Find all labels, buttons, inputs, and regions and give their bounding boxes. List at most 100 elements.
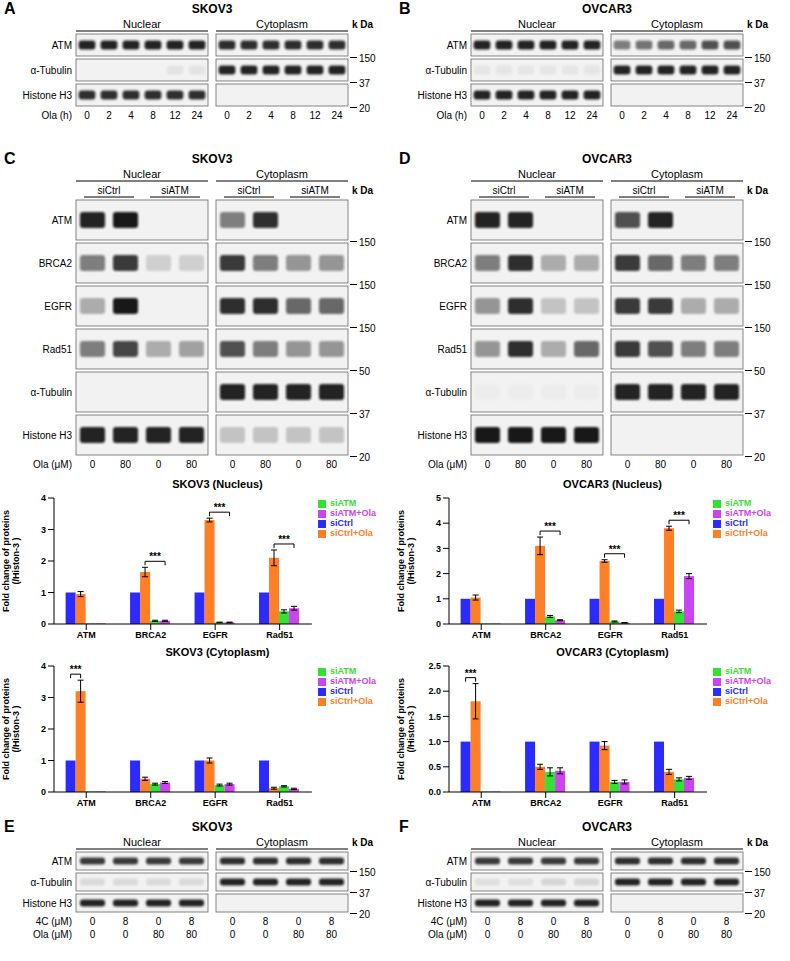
- svg-text:BRCA2: BRCA2: [135, 630, 166, 640]
- svg-text:24: 24: [586, 110, 598, 121]
- svg-text:8: 8: [658, 916, 664, 927]
- svg-text:4: 4: [268, 110, 274, 121]
- svg-text:0: 0: [156, 459, 162, 470]
- svg-text:50: 50: [754, 366, 766, 377]
- svg-text:α-Tubulin: α-Tubulin: [30, 387, 72, 398]
- svg-text:8: 8: [263, 916, 269, 927]
- svg-text:80: 80: [721, 929, 733, 940]
- svg-text:20: 20: [359, 103, 371, 114]
- svg-text:3: 3: [41, 525, 46, 535]
- svg-text:1.0: 1.0: [428, 737, 441, 747]
- svg-text:0: 0: [263, 929, 269, 940]
- svg-text:2: 2: [41, 556, 46, 566]
- svg-text:A: A: [4, 0, 16, 17]
- svg-text:BRCA2: BRCA2: [434, 258, 468, 269]
- svg-text:Rad51: Rad51: [661, 630, 688, 640]
- svg-text:SKOV3: SKOV3: [192, 2, 233, 16]
- svg-text:***: ***: [278, 534, 290, 545]
- svg-text:siATM: siATM: [161, 185, 189, 196]
- svg-text:siCtrl: siCtrl: [238, 185, 261, 196]
- svg-text:Nuclear: Nuclear: [518, 836, 556, 848]
- svg-text:D: D: [399, 150, 411, 167]
- svg-text:EGFR: EGFR: [598, 630, 624, 640]
- svg-text:4: 4: [41, 493, 46, 503]
- svg-text:Ola (μM): Ola (μM): [33, 459, 72, 470]
- svg-text:Nuclear: Nuclear: [123, 168, 161, 180]
- svg-text:siATM: siATM: [696, 185, 724, 196]
- svg-text:0: 0: [230, 929, 236, 940]
- svg-text:siATM: siATM: [556, 185, 584, 196]
- svg-text:Nuclear: Nuclear: [123, 836, 161, 848]
- svg-text:80: 80: [326, 459, 338, 470]
- svg-text:0: 0: [296, 459, 302, 470]
- svg-text:ATM: ATM: [447, 40, 467, 51]
- svg-text:Histone H3: Histone H3: [23, 430, 73, 441]
- svg-text:150: 150: [359, 323, 376, 334]
- svg-text:k Da: k Da: [352, 19, 374, 30]
- svg-text:4C (μM): 4C (μM): [36, 916, 72, 927]
- svg-text:EGFR: EGFR: [203, 630, 229, 640]
- svg-text:1.5: 1.5: [428, 712, 441, 722]
- svg-text:24: 24: [331, 110, 343, 121]
- svg-text:8: 8: [290, 110, 296, 121]
- svg-text:OVCAR3: OVCAR3: [582, 2, 632, 16]
- svg-text:Fold change of proteins(/Histo: Fold change of proteins(/Histon-3 ): [396, 678, 416, 780]
- svg-text:4C (μM): 4C (μM): [431, 916, 467, 927]
- svg-text:0: 0: [230, 459, 236, 470]
- svg-text:***: ***: [609, 544, 621, 555]
- svg-text:Histone H3: Histone H3: [418, 430, 468, 441]
- svg-text:Fold change of proteins(/Histo: Fold change of proteins(/Histon-3 ): [1, 678, 21, 780]
- svg-text:EGFR: EGFR: [598, 798, 624, 808]
- svg-text:k Da: k Da: [747, 185, 769, 196]
- svg-text:150: 150: [359, 53, 376, 64]
- svg-text:F: F: [399, 818, 409, 835]
- svg-text:0: 0: [485, 916, 491, 927]
- svg-text:BRCA2: BRCA2: [530, 798, 561, 808]
- svg-text:2: 2: [501, 110, 507, 121]
- svg-text:0: 0: [551, 916, 557, 927]
- svg-text:siCtrl: siCtrl: [633, 185, 656, 196]
- svg-text:Cytoplasm: Cytoplasm: [256, 18, 308, 30]
- svg-text:Histone H3: Histone H3: [418, 898, 468, 909]
- svg-text:ATM: ATM: [472, 630, 491, 640]
- svg-text:0: 0: [479, 110, 485, 121]
- svg-text:4: 4: [523, 110, 529, 121]
- svg-text:20: 20: [754, 909, 766, 920]
- svg-text:EGFR: EGFR: [439, 301, 467, 312]
- svg-text:ATM: ATM: [77, 630, 96, 640]
- svg-text:Ola (h): Ola (h): [41, 110, 72, 121]
- svg-text:8: 8: [329, 916, 335, 927]
- svg-text:0: 0: [41, 619, 46, 629]
- svg-text:0: 0: [485, 929, 491, 940]
- svg-text:α-Tubulin: α-Tubulin: [30, 65, 72, 76]
- svg-text:k Da: k Da: [352, 185, 374, 196]
- svg-text:80: 80: [186, 929, 198, 940]
- svg-text:150: 150: [754, 237, 771, 248]
- svg-text:0: 0: [436, 619, 441, 629]
- svg-text:12: 12: [169, 110, 181, 121]
- svg-text:3: 3: [436, 544, 441, 554]
- svg-text:150: 150: [754, 867, 771, 878]
- svg-text:***: ***: [70, 664, 82, 675]
- svg-text:80: 80: [548, 929, 560, 940]
- svg-text:BRCA2: BRCA2: [530, 630, 561, 640]
- svg-text:0: 0: [658, 929, 664, 940]
- svg-text:Cytoplasm: Cytoplasm: [651, 836, 703, 848]
- svg-text:***: ***: [673, 510, 685, 521]
- svg-text:80: 80: [186, 459, 198, 470]
- svg-text:k Da: k Da: [747, 19, 769, 30]
- svg-text:Ola (μM): Ola (μM): [428, 459, 467, 470]
- svg-text:37: 37: [359, 888, 371, 899]
- svg-text:24: 24: [191, 110, 203, 121]
- svg-text:Histone H3: Histone H3: [23, 90, 73, 101]
- svg-text:ATM: ATM: [472, 798, 491, 808]
- svg-text:0: 0: [90, 459, 96, 470]
- svg-text:80: 80: [688, 929, 700, 940]
- svg-text:0: 0: [625, 459, 631, 470]
- svg-text:0: 0: [90, 929, 96, 940]
- svg-text:0: 0: [41, 787, 46, 797]
- svg-text:ATM: ATM: [447, 856, 467, 867]
- svg-text:37: 37: [754, 888, 766, 899]
- svg-text:Nuclear: Nuclear: [518, 168, 556, 180]
- svg-text:2: 2: [41, 724, 46, 734]
